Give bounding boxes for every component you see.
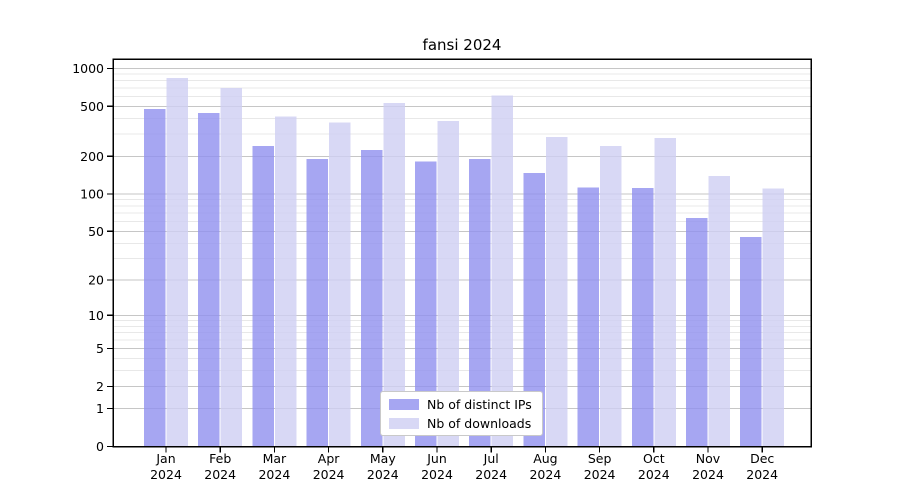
bar-nb-of-downloads-dec <box>762 188 785 447</box>
x-tick-label-year: 2024 <box>367 467 399 482</box>
bar-nb-of-distinct-ips-jan <box>144 108 166 447</box>
x-tick-label-month: Feb <box>209 451 231 466</box>
bar-nb-of-downloads-sep <box>600 146 622 447</box>
bar-nb-of-downloads-oct <box>654 138 676 447</box>
bar-nb-of-downloads-mar <box>274 116 297 447</box>
bar-nb-of-downloads-may <box>383 102 405 447</box>
y-tick-label: 100 <box>80 186 104 201</box>
y-tick-label: 500 <box>80 99 104 114</box>
bar-nb-of-distinct-ips-aug <box>523 173 545 447</box>
x-tick-label-year: 2024 <box>638 467 670 482</box>
x-tick-label-year: 2024 <box>475 467 507 482</box>
bar-nb-of-downloads-nov <box>708 176 730 447</box>
legend-item-distinct-ips: Nb of distinct IPs <box>389 397 534 412</box>
x-tick-label-year: 2024 <box>584 467 616 482</box>
x-tick-label-month: Aug <box>533 451 557 466</box>
y-tick-label: 10 <box>88 308 104 323</box>
x-tick-label-month: Sep <box>588 451 612 466</box>
legend-label-downloads: Nb of downloads <box>427 415 532 431</box>
bar-nb-of-downloads-jun <box>437 121 459 447</box>
x-tick-label-month: Dec <box>750 451 774 466</box>
bar-nb-of-downloads-jan <box>166 78 188 447</box>
bar-nb-of-distinct-ips-jun <box>415 161 437 447</box>
bar-nb-of-downloads-jul <box>491 95 514 447</box>
y-tick-label: 2 <box>96 379 104 394</box>
x-tick-label-year: 2024 <box>258 467 290 482</box>
x-tick-label-year: 2024 <box>529 467 561 482</box>
x-tick-label-month: Nov <box>696 451 721 466</box>
axes-frame <box>112 58 812 448</box>
chart-title: fansi 2024 <box>422 36 502 54</box>
x-tick-label-month: May <box>370 451 396 466</box>
y-tick-label: 1000 <box>72 61 104 76</box>
x-tick-label-year: 2024 <box>313 467 345 482</box>
x-tick-label-month: Jul <box>483 451 499 466</box>
bar-nb-of-downloads-apr <box>329 122 351 447</box>
bar-nb-of-distinct-ips-jul <box>469 159 491 447</box>
bar-nb-of-distinct-ips-mar <box>252 146 274 447</box>
legend-item-downloads: Nb of downloads <box>389 416 534 431</box>
legend: Nb of distinct IPs Nb of downloads <box>380 391 543 436</box>
x-tick-label-year: 2024 <box>150 467 182 482</box>
legend-swatch-distinct-ips <box>389 398 419 410</box>
x-tick-label-month: Jan <box>155 451 175 466</box>
y-tick-label: 50 <box>88 224 104 239</box>
x-tick-label-year: 2024 <box>746 467 778 482</box>
bar-nb-of-downloads-aug <box>545 137 568 447</box>
y-tick-label: 20 <box>88 272 104 287</box>
x-tick-label-year: 2024 <box>204 467 236 482</box>
bar-nb-of-downloads-feb <box>220 88 243 447</box>
bar-nb-of-distinct-ips-may <box>360 149 383 447</box>
bar-nb-of-distinct-ips-feb <box>198 113 220 447</box>
bar-nb-of-distinct-ips-sep <box>577 187 600 447</box>
bar-nb-of-distinct-ips-apr <box>306 158 329 447</box>
x-tick-label-month: Oct <box>643 451 665 466</box>
x-tick-label-year: 2024 <box>421 467 453 482</box>
y-tick-label: 0 <box>96 439 104 454</box>
x-tick-label-month: Jun <box>426 451 447 466</box>
x-tick-label-year: 2024 <box>692 467 724 482</box>
y-tick-label: 1 <box>96 401 104 416</box>
x-tick-label-month: Mar <box>263 451 287 466</box>
y-tick-label: 5 <box>96 341 104 356</box>
x-tick-label-month: Apr <box>318 451 340 466</box>
legend-label-distinct-ips: Nb of distinct IPs <box>427 396 532 412</box>
legend-swatch-downloads <box>389 417 419 429</box>
bar-nb-of-distinct-ips-dec <box>740 236 762 447</box>
bar-nb-of-distinct-ips-oct <box>631 187 654 447</box>
y-tick-label: 200 <box>80 149 104 164</box>
bar-nb-of-distinct-ips-nov <box>686 218 708 447</box>
